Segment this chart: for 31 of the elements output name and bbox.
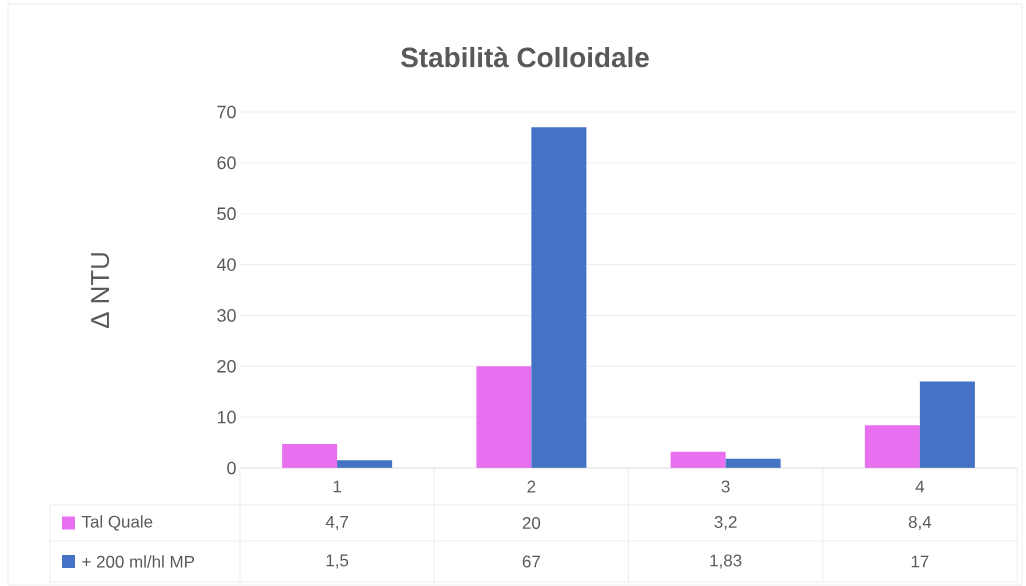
y-axis-title: Δ NTU — [91, 253, 110, 329]
bar — [864, 425, 920, 468]
bar — [919, 381, 975, 468]
data-label: 67 — [522, 555, 540, 568]
y-tick-label: 60 — [217, 156, 236, 170]
data-label: 20 — [522, 517, 541, 529]
x-tick-label: 4 — [915, 480, 925, 493]
y-tick-label: 10 — [217, 410, 236, 424]
bar — [531, 127, 587, 468]
data-label: 1,83 — [710, 554, 742, 569]
chart-title: Stabilità Colloidale — [401, 46, 649, 68]
legend-label: + 200 ml/hl MP — [82, 555, 195, 568]
data-label: 3,2 — [714, 516, 737, 530]
data-label: 1,5 — [326, 554, 349, 569]
x-tick-label: 2 — [527, 480, 536, 493]
y-tick-label: 0 — [227, 461, 236, 475]
y-tick-label: 20 — [217, 359, 236, 373]
bar — [670, 451, 726, 468]
data-label: 8,4 — [908, 516, 932, 530]
data-label: 4,7 — [325, 516, 349, 530]
y-tick-label: 70 — [217, 105, 236, 119]
data-label: 17 — [911, 555, 929, 568]
bar — [337, 460, 393, 468]
bar — [476, 366, 532, 468]
y-tick-label: 40 — [216, 258, 236, 271]
y-tick-label: 30 — [217, 309, 236, 322]
bar — [282, 444, 338, 468]
legend-label: Tal Quale — [81, 515, 153, 531]
y-tick-label: 50 — [217, 207, 236, 221]
x-tick-label: 3 — [721, 480, 730, 493]
x-tick-label: 1 — [333, 480, 342, 493]
